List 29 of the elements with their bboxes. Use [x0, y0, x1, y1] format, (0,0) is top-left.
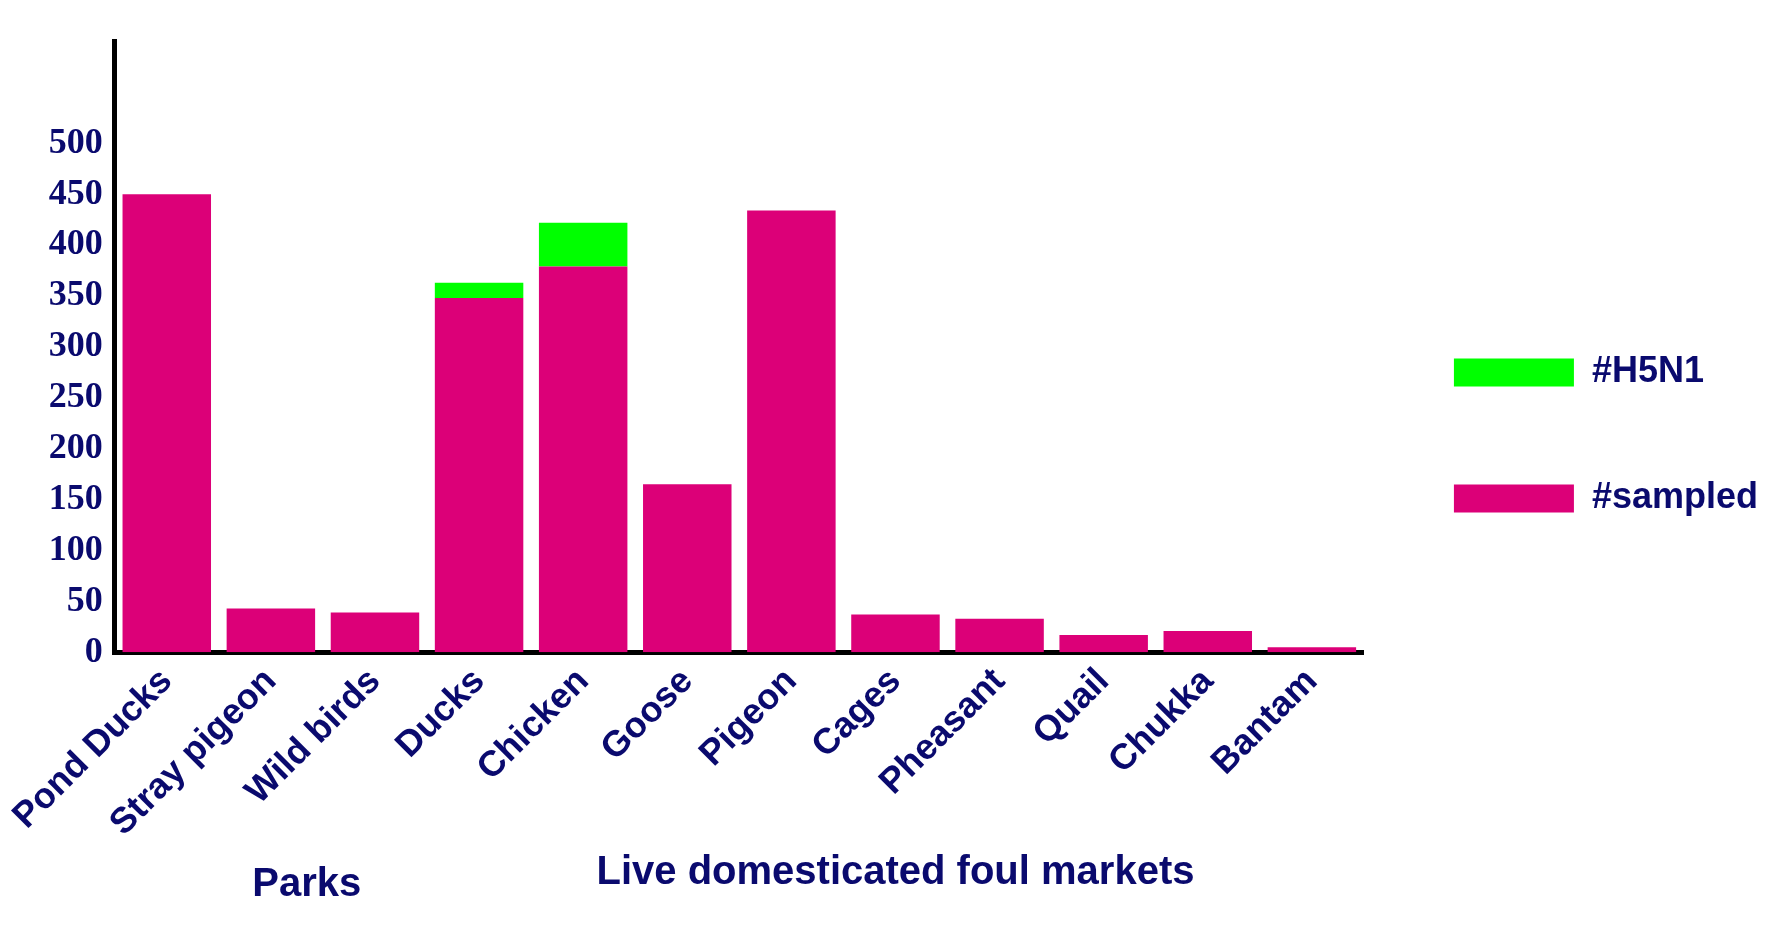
bar: [1059, 634, 1148, 653]
bar: [226, 608, 316, 653]
y-tick-label: 200: [48, 426, 103, 467]
legend-label: #sampled: [1591, 475, 1758, 517]
bar: [1267, 647, 1357, 653]
y-tick-label: 450: [48, 171, 103, 212]
bar: [1163, 630, 1253, 653]
y-tick-label: 350: [48, 273, 103, 314]
bar: [434, 298, 524, 653]
text: Live domesticated foul markets: [596, 848, 1195, 893]
bar: [851, 614, 940, 653]
y-tick-label: 50: [66, 578, 103, 619]
bar: [434, 282, 524, 299]
text: Parks: [252, 860, 362, 905]
bar: [122, 194, 212, 653]
bar: [747, 210, 836, 653]
bar: [955, 618, 1044, 653]
legend-label: #H5N1: [1591, 349, 1704, 391]
y-tick-label: 150: [48, 476, 103, 517]
y-tick-label: 400: [48, 222, 103, 263]
y-tick-label: 100: [48, 527, 103, 568]
y-tick-label: 250: [48, 375, 103, 416]
y-tick-label: 500: [48, 120, 103, 161]
bar: [330, 612, 420, 653]
bar: [538, 222, 628, 267]
y-tick-label: 300: [48, 324, 103, 365]
bar: [643, 484, 732, 653]
y-tick-label: 0: [84, 629, 103, 670]
bar: [538, 266, 628, 653]
